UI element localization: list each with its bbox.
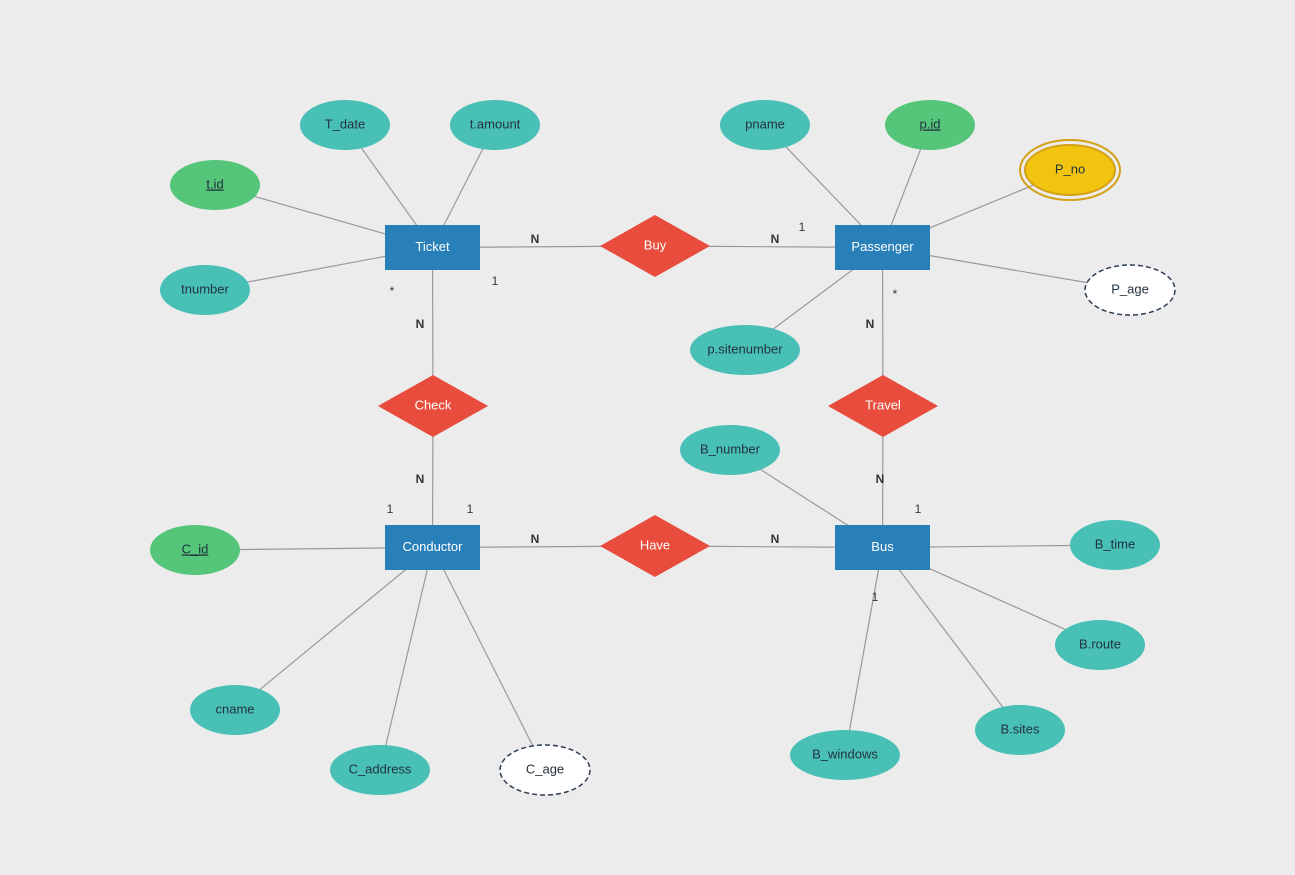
relationship-check: Check bbox=[378, 375, 488, 437]
svg-text:C_age: C_age bbox=[526, 761, 564, 776]
svg-text:p.sitenumber: p.sitenumber bbox=[707, 341, 783, 356]
cardinality-label: N bbox=[876, 472, 885, 486]
attribute-b_number: B_number bbox=[680, 425, 780, 475]
attribute-c_address: C_address bbox=[330, 745, 430, 795]
attribute-b_time: B_time bbox=[1070, 520, 1160, 570]
svg-text:Passenger: Passenger bbox=[851, 239, 914, 254]
svg-text:t.amount: t.amount bbox=[470, 116, 521, 131]
entity-conductor: Conductor bbox=[385, 525, 480, 570]
attribute-b_route: B.route bbox=[1055, 620, 1145, 670]
cardinality-label: 1 bbox=[467, 502, 474, 516]
svg-text:cname: cname bbox=[215, 701, 254, 716]
relationship-buy: Buy bbox=[600, 215, 710, 277]
svg-text:Conductor: Conductor bbox=[403, 539, 464, 554]
edge-c_age bbox=[433, 548, 546, 771]
attribute-t_date: T_date bbox=[300, 100, 390, 150]
entity-ticket: Ticket bbox=[385, 225, 480, 270]
cardinality-label: N bbox=[531, 232, 540, 246]
entity-bus: Bus bbox=[835, 525, 930, 570]
attribute-pname: pname bbox=[720, 100, 810, 150]
edge-b_sites bbox=[883, 548, 1021, 731]
cardinality-label: N bbox=[531, 532, 540, 546]
svg-text:Check: Check bbox=[415, 397, 452, 412]
cardinality-label: 1 bbox=[872, 590, 879, 604]
entity-passenger: Passenger bbox=[835, 225, 930, 270]
cardinality-label: * bbox=[390, 284, 395, 298]
svg-text:Bus: Bus bbox=[871, 539, 894, 554]
svg-text:C_id: C_id bbox=[182, 541, 209, 556]
attribute-p_age: P_age bbox=[1085, 265, 1175, 315]
svg-text:C_address: C_address bbox=[349, 761, 412, 776]
edge-b_windows bbox=[845, 548, 883, 756]
svg-text:B_windows: B_windows bbox=[812, 746, 878, 761]
attribute-b_sites: B.sites bbox=[975, 705, 1065, 755]
attribute-p_id: p.id bbox=[885, 100, 975, 150]
svg-text:B_time: B_time bbox=[1095, 536, 1135, 551]
relationship-have: Have bbox=[600, 515, 710, 577]
attribute-tnumber: tnumber bbox=[160, 265, 250, 315]
cardinality-label: N bbox=[416, 317, 425, 331]
cardinality-label: 1 bbox=[492, 274, 499, 288]
attribute-t_amount: t.amount bbox=[450, 100, 540, 150]
attribute-c_age: C_age bbox=[500, 745, 590, 795]
cardinality-label: * bbox=[893, 287, 898, 301]
attribute-p_site: p.sitenumber bbox=[690, 325, 800, 375]
er-diagram: Ticket Passenger Conductor Bus Buy Check Trave… bbox=[0, 0, 1295, 875]
cardinality-label: N bbox=[771, 232, 780, 246]
attribute-t_id: t.id bbox=[170, 160, 260, 210]
edge-c_address bbox=[380, 548, 433, 771]
svg-text:B_number: B_number bbox=[700, 441, 761, 456]
svg-text:P_no: P_no bbox=[1055, 161, 1085, 176]
cardinality-label: N bbox=[771, 532, 780, 546]
svg-text:Buy: Buy bbox=[644, 237, 667, 252]
svg-text:Ticket: Ticket bbox=[415, 239, 450, 254]
cardinality-label: 1 bbox=[915, 502, 922, 516]
attribute-cname: cname bbox=[190, 685, 280, 735]
svg-text:pname: pname bbox=[745, 116, 785, 131]
svg-text:tnumber: tnumber bbox=[181, 281, 229, 296]
cardinality-label: N bbox=[866, 317, 875, 331]
edge-cname bbox=[235, 548, 433, 711]
svg-text:B.sites: B.sites bbox=[1000, 721, 1040, 736]
relationship-travel: Travel bbox=[828, 375, 938, 437]
attribute-p_no: P_no bbox=[1020, 140, 1120, 200]
svg-text:P_age: P_age bbox=[1111, 281, 1149, 296]
svg-text:t.id: t.id bbox=[206, 176, 223, 191]
attribute-b_windows: B_windows bbox=[790, 730, 900, 780]
svg-text:Have: Have bbox=[640, 537, 670, 552]
svg-text:B.route: B.route bbox=[1079, 636, 1121, 651]
cardinality-label: 1 bbox=[387, 502, 394, 516]
cardinality-label: 1 bbox=[799, 220, 806, 234]
svg-text:p.id: p.id bbox=[920, 116, 941, 131]
attribute-c_id: C_id bbox=[150, 525, 240, 575]
svg-text:Travel: Travel bbox=[865, 397, 901, 412]
svg-text:T_date: T_date bbox=[325, 116, 365, 131]
cardinality-label: N bbox=[416, 472, 425, 486]
